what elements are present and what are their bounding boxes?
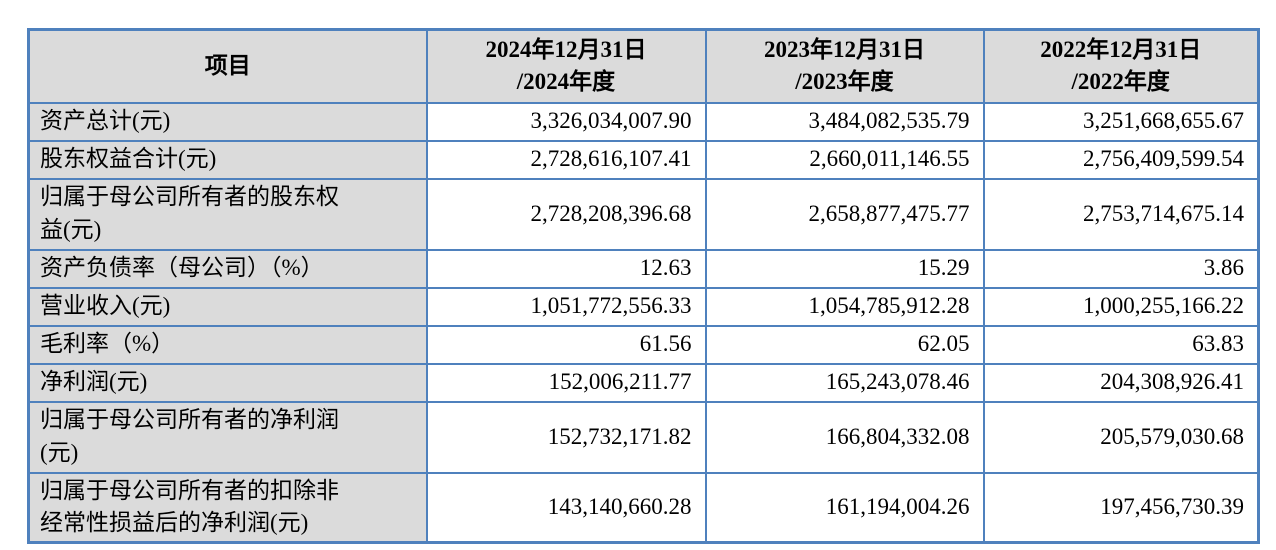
value-2023: 15.29 [704,248,985,289]
value-2024: 2,728,616,107.41 [425,139,707,180]
value-2023: 2,658,877,475.77 [704,177,985,251]
value-2023: 62.05 [704,324,985,365]
row-label: 归属于母公司所有者的净利润 (元) [27,400,428,474]
header-item-column: 项目 [27,28,428,104]
value-2023: 3,484,082,535.79 [704,101,985,142]
value-2022: 2,753,714,675.14 [982,177,1260,251]
row-label: 净利润(元) [27,362,428,403]
value-2024: 152,006,211.77 [425,362,707,403]
value-2022: 2,756,409,599.54 [982,139,1260,180]
value-2022: 3,251,668,655.67 [982,101,1260,142]
table-row-total-equity: 股东权益合计(元) 2,728,616,107.41 2,660,011,146… [27,139,1260,180]
table-row-debt-ratio: 资产负债率（母公司）（%） 12.63 15.29 3.86 [27,248,1260,289]
row-label: 营业收入(元) [27,286,428,327]
table-row-operating-revenue: 营业收入(元) 1,051,772,556.33 1,054,785,912.2… [27,286,1260,327]
table-row-total-assets: 资产总计(元) 3,326,034,007.90 3,484,082,535.7… [27,101,1260,142]
value-2023: 161,194,004.26 [704,471,985,544]
table-row-gross-margin: 毛利率（%） 61.56 62.05 63.83 [27,324,1260,365]
value-2024: 3,326,034,007.90 [425,101,707,142]
table-header-row: 项目 2024年12月31日 /2024年度 2023年12月31日 /2023… [27,28,1260,104]
row-label: 归属于母公司所有者的扣除非 经常性损益后的净利润(元) [27,471,428,544]
value-2024: 2,728,208,396.68 [425,177,707,251]
row-label: 股东权益合计(元) [27,139,428,180]
value-2023: 1,054,785,912.28 [704,286,985,327]
header-column-2022: 2022年12月31日 /2022年度 [982,28,1260,104]
value-2023: 165,243,078.46 [704,362,985,403]
value-2024: 12.63 [425,248,707,289]
row-label: 资产总计(元) [27,101,428,142]
value-2023: 166,804,332.08 [704,400,985,474]
value-2022: 1,000,255,166.22 [982,286,1260,327]
value-2022: 205,579,030.68 [982,400,1260,474]
value-2024: 61.56 [425,324,707,365]
value-2022: 63.83 [982,324,1260,365]
value-2024: 152,732,171.82 [425,400,707,474]
value-2022: 3.86 [982,248,1260,289]
value-2022: 197,456,730.39 [982,471,1260,544]
table-row-net-profit: 净利润(元) 152,006,211.77 165,243,078.46 204… [27,362,1260,403]
row-label: 毛利率（%） [27,324,428,365]
table-row-net-profit-excluding-nonrecurring: 归属于母公司所有者的扣除非 经常性损益后的净利润(元) 143,140,660.… [27,471,1260,544]
table-row-net-profit-attributable-to-parent: 归属于母公司所有者的净利润 (元) 152,732,171.82 166,804… [27,400,1260,474]
financial-summary-table: 项目 2024年12月31日 /2024年度 2023年12月31日 /2023… [27,28,1260,544]
table-row-equity-attributable-to-parent: 归属于母公司所有者的股东权 益(元) 2,728,208,396.68 2,65… [27,177,1260,251]
row-label: 资产负债率（母公司）（%） [27,248,428,289]
row-label: 归属于母公司所有者的股东权 益(元) [27,177,428,251]
header-column-2024: 2024年12月31日 /2024年度 [425,28,707,104]
value-2022: 204,308,926.41 [982,362,1260,403]
value-2024: 143,140,660.28 [425,471,707,544]
header-column-2023: 2023年12月31日 /2023年度 [704,28,985,104]
value-2023: 2,660,011,146.55 [704,139,985,180]
value-2024: 1,051,772,556.33 [425,286,707,327]
